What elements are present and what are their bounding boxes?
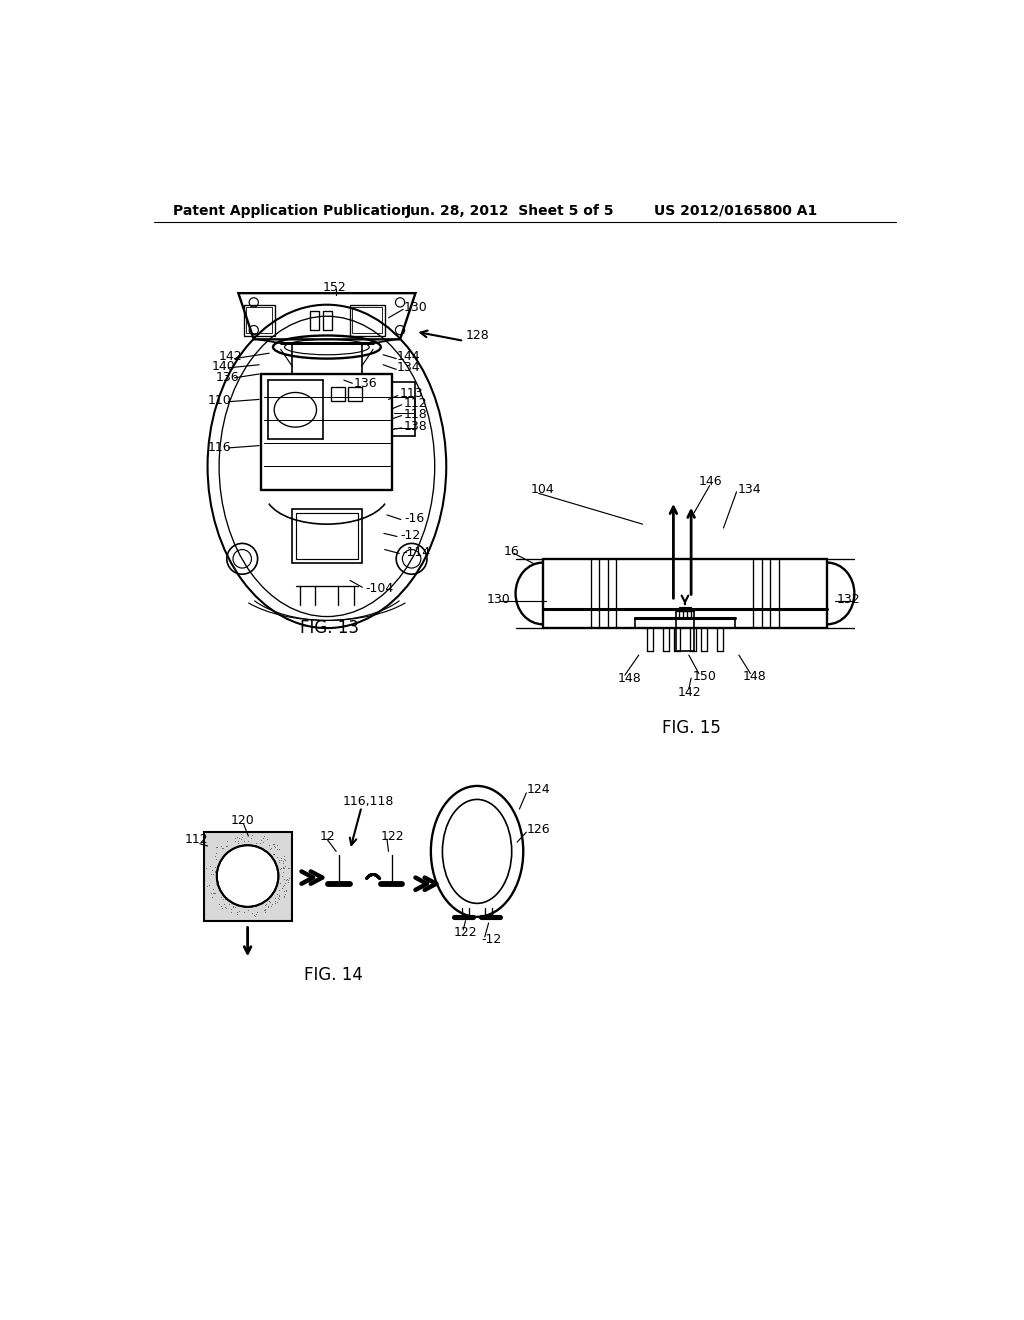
Text: -114: -114: [402, 546, 430, 560]
Text: 116,118: 116,118: [342, 795, 393, 808]
Text: 128: 128: [466, 329, 489, 342]
Text: -16: -16: [403, 512, 424, 525]
Text: 148: 148: [617, 672, 641, 685]
Text: FIG. 15: FIG. 15: [662, 719, 721, 737]
Text: 12: 12: [319, 829, 335, 842]
Text: 120: 120: [230, 814, 254, 828]
Text: 122: 122: [454, 925, 477, 939]
Text: 122: 122: [381, 829, 404, 842]
Text: 113: 113: [400, 387, 424, 400]
Text: 146: 146: [698, 475, 723, 488]
Bar: [204, 832, 292, 921]
Text: FIG. 13: FIG. 13: [300, 619, 359, 638]
Text: 112: 112: [184, 833, 208, 846]
Text: Patent Application Publication: Patent Application Publication: [173, 203, 411, 218]
Text: FIG. 14: FIG. 14: [304, 966, 362, 983]
Bar: [296, 512, 357, 558]
Text: 112: 112: [403, 397, 428, 409]
Text: 152: 152: [323, 281, 347, 294]
Text: 124: 124: [527, 783, 551, 796]
Bar: [352, 308, 382, 333]
Text: 150: 150: [692, 671, 717, 684]
Bar: [292, 508, 361, 562]
Text: -12: -12: [400, 529, 420, 543]
Text: 104: 104: [531, 483, 555, 496]
Bar: [246, 308, 272, 333]
Text: 130: 130: [486, 593, 510, 606]
Text: 134: 134: [737, 483, 761, 496]
Bar: [350, 305, 385, 335]
Text: Jun. 28, 2012  Sheet 5 of 5: Jun. 28, 2012 Sheet 5 of 5: [407, 203, 614, 218]
Text: 126: 126: [527, 824, 551, 837]
Text: US 2012/0165800 A1: US 2012/0165800 A1: [654, 203, 817, 218]
Text: 110: 110: [208, 395, 231, 408]
Text: 136: 136: [354, 376, 378, 389]
Text: 142: 142: [219, 350, 243, 363]
Text: 130: 130: [403, 301, 428, 314]
Text: 134: 134: [396, 362, 420, 375]
Bar: [331, 387, 345, 401]
Text: 142: 142: [677, 685, 700, 698]
Text: 16: 16: [504, 545, 520, 557]
Circle shape: [217, 845, 279, 907]
Bar: [348, 387, 361, 401]
Text: 138: 138: [403, 420, 428, 433]
Text: 140: 140: [211, 360, 236, 372]
Text: 144: 144: [396, 350, 420, 363]
Bar: [244, 305, 274, 335]
Text: 118: 118: [403, 408, 428, 421]
Text: 132: 132: [837, 593, 860, 606]
Text: 136: 136: [215, 371, 239, 384]
Text: 148: 148: [742, 671, 766, 684]
Text: -104: -104: [366, 582, 393, 594]
Bar: [323, 312, 333, 330]
Text: -12: -12: [481, 933, 501, 946]
Text: 116: 116: [208, 441, 231, 454]
Bar: [679, 607, 691, 611]
Bar: [310, 312, 319, 330]
